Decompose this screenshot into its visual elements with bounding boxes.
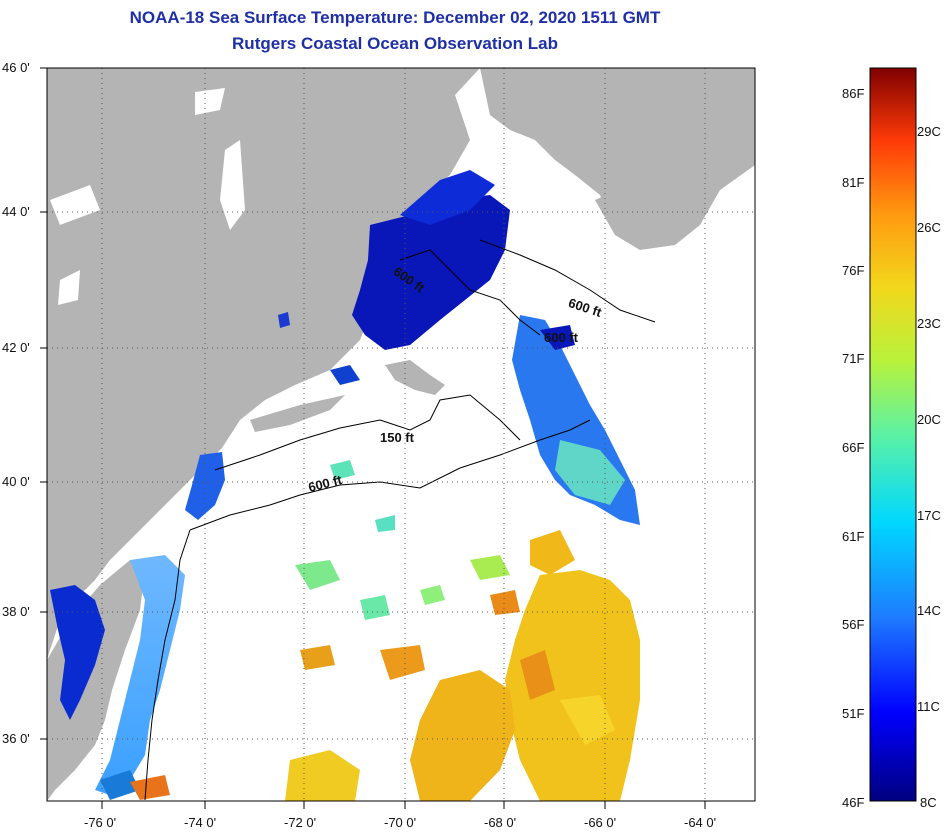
isobath-600ft-north xyxy=(479,239,656,323)
lake xyxy=(195,88,225,115)
colorbar-f-label: 66F xyxy=(842,440,865,455)
land-mainland xyxy=(47,68,480,660)
isobath-600ft-south xyxy=(144,529,191,801)
colorbar xyxy=(869,67,917,802)
lon-label: -66 0' xyxy=(584,815,617,830)
colorbar-f-label: 86F xyxy=(842,86,865,101)
map-frame xyxy=(46,67,756,802)
colorbar-f-label: 76F xyxy=(842,263,865,278)
sst-patch xyxy=(330,365,360,385)
lat-label: 38 0' xyxy=(2,604,30,619)
sst-patch xyxy=(375,515,395,532)
sst-coastal-cold xyxy=(400,170,495,225)
isobath-label: 150 ft xyxy=(380,430,414,445)
colorbar-c-label: 17C xyxy=(917,508,941,523)
sst-gulf-of-maine xyxy=(352,195,510,350)
colorbar-c-label: 11C xyxy=(917,699,940,714)
lon-label: -76 0' xyxy=(84,815,117,830)
lon-label: -68 0' xyxy=(484,815,517,830)
colorbar-c-label: 23C xyxy=(917,316,941,331)
lat-label: 36 0' xyxy=(2,731,30,746)
map-gridlines xyxy=(47,68,755,801)
colorbar-c-label: 20C xyxy=(917,412,941,427)
colorbar-f-label: 61F xyxy=(842,529,865,544)
sst-patch xyxy=(560,695,615,745)
map-ticks xyxy=(40,67,706,809)
lat-label: 44 0' xyxy=(2,204,30,219)
colorbar-c-label: 14C xyxy=(917,603,941,618)
sst-shelf-water xyxy=(95,555,185,795)
land-cape-cod xyxy=(385,360,445,395)
lon-label: -74 0' xyxy=(184,815,217,830)
lon-label: -64 0' xyxy=(684,815,717,830)
sst-patch xyxy=(300,645,335,670)
map-subtitle: Rutgers Coastal Ocean Observation Lab xyxy=(232,34,558,53)
isobath-gulf-maine xyxy=(399,249,541,336)
sst-patch xyxy=(330,460,355,480)
lat-label: 40 0' xyxy=(2,474,30,489)
sst-chesapeake xyxy=(50,585,105,720)
lake xyxy=(220,140,245,230)
colorbar-c-label: 29C xyxy=(917,124,941,139)
sst-patch xyxy=(490,590,520,615)
sst-hudson-canyon xyxy=(185,452,225,520)
isobath-600ft xyxy=(189,419,591,531)
sst-warm-offshore xyxy=(410,670,515,801)
land-nova-scotia xyxy=(595,110,755,250)
colorbar-f-label: 81F xyxy=(842,175,865,190)
colorbar-f-label: 71F xyxy=(842,351,865,366)
sst-bank-mix xyxy=(555,440,625,505)
sst-patch xyxy=(360,595,390,620)
sst-patch xyxy=(520,650,555,700)
sst-patch xyxy=(278,312,290,328)
colorbar-f-label: 56F xyxy=(842,617,865,632)
land-long-island xyxy=(250,395,345,432)
sst-patch xyxy=(295,560,340,590)
isobath-150ft xyxy=(214,394,521,471)
colorbar-c-label: 8C xyxy=(920,795,937,810)
sst-warm-offshore xyxy=(505,570,640,801)
sst-patch xyxy=(470,555,510,580)
colorbar-f-label: 46F xyxy=(842,795,865,810)
sst-patch xyxy=(420,585,445,605)
sst-patch xyxy=(540,325,575,350)
map-title: NOAA-18 Sea Surface Temperature: Decembe… xyxy=(129,8,661,27)
lon-label: -72 0' xyxy=(284,815,317,830)
isobath-label: 600 ft xyxy=(544,330,578,345)
lon-label: -70 0' xyxy=(384,815,417,830)
colorbar-f-label: 51F xyxy=(842,706,865,721)
lat-label: 42 0' xyxy=(2,340,30,355)
sst-patch xyxy=(530,530,575,575)
sst-patch xyxy=(100,770,140,800)
lake xyxy=(58,270,80,305)
sst-gulf-stream-edge xyxy=(130,775,170,800)
lat-label: 46 0' xyxy=(2,60,30,75)
sst-patch xyxy=(380,645,425,680)
colorbar-c-label: 26C xyxy=(917,220,941,235)
lake xyxy=(50,185,100,225)
